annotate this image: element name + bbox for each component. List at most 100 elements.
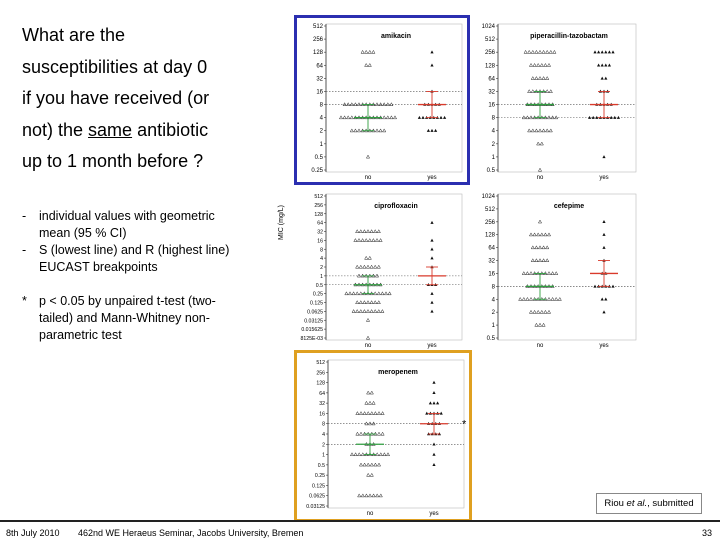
significance-marker: * bbox=[462, 419, 467, 431]
data-point-no bbox=[545, 245, 550, 250]
data-point-no bbox=[362, 264, 367, 269]
y-tick-label: 2 bbox=[322, 442, 325, 448]
data-point-no bbox=[358, 300, 363, 304]
meropenem-plot: 512 256 128 64 32 16 8 4 2 1 0.5 0.25 0.125 0.0625 0.0… bbox=[306, 359, 467, 517]
data-point-no bbox=[528, 296, 534, 301]
data-point-yes bbox=[430, 247, 434, 251]
data-point-yes bbox=[439, 411, 443, 415]
question-line-start: not) the bbox=[22, 119, 89, 140]
data-point-yes bbox=[602, 310, 606, 314]
data-point-no bbox=[355, 309, 360, 313]
y-tick-label: 32 bbox=[316, 76, 323, 82]
data-point-no bbox=[349, 452, 355, 457]
data-point-no bbox=[546, 296, 552, 301]
y-tick-label: 128 bbox=[316, 381, 325, 387]
data-point-no bbox=[366, 390, 371, 395]
data-point-no bbox=[356, 128, 362, 133]
data-point-no bbox=[528, 232, 534, 237]
data-point-no bbox=[365, 229, 371, 233]
data-point-no bbox=[346, 115, 351, 120]
data-point-no bbox=[530, 245, 535, 250]
data-point-no bbox=[371, 493, 376, 498]
y-tick-label: 32 bbox=[319, 401, 325, 407]
y-tick-label: 0.0625 bbox=[309, 494, 325, 500]
data-point-no bbox=[358, 291, 363, 296]
data-point-yes bbox=[432, 380, 436, 384]
data-point-no bbox=[380, 411, 385, 415]
data-point-yes bbox=[430, 63, 434, 67]
data-point-no bbox=[355, 264, 360, 269]
data-point-no bbox=[534, 322, 539, 327]
data-point-no bbox=[530, 76, 535, 80]
y-tick-label: 0.015625 bbox=[301, 327, 323, 333]
y-tick-label: 256 bbox=[314, 203, 323, 209]
data-point-yes bbox=[591, 115, 595, 119]
data-point-yes bbox=[602, 155, 606, 159]
data-point-no bbox=[365, 309, 371, 313]
data-point-yes bbox=[611, 284, 615, 288]
data-point-no bbox=[536, 141, 541, 146]
data-point-no bbox=[365, 300, 371, 304]
y-tick-label: 1 bbox=[320, 142, 324, 148]
data-point-yes bbox=[430, 220, 434, 224]
data-point-no bbox=[557, 296, 562, 301]
data-point-no bbox=[365, 264, 371, 269]
data-point-no bbox=[532, 62, 537, 67]
highlight-box-amikacin bbox=[294, 15, 470, 185]
data-point-no bbox=[521, 271, 526, 275]
data-point-no bbox=[355, 291, 360, 296]
data-point-no bbox=[546, 115, 552, 120]
data-point-no bbox=[536, 309, 541, 314]
data-point-no bbox=[362, 462, 367, 467]
data-point-no bbox=[537, 219, 543, 224]
data-point-no bbox=[366, 411, 371, 415]
y-tick-label: 64 bbox=[488, 76, 495, 82]
chart-title: cefepime bbox=[554, 203, 584, 210]
y-tick-label: 2 bbox=[320, 129, 324, 135]
y-tick-label: 1 bbox=[492, 155, 496, 161]
y-tick-label: 1024 bbox=[482, 194, 496, 200]
data-point-no bbox=[534, 76, 539, 80]
y-tick-label: 32 bbox=[488, 89, 495, 95]
data-point-no bbox=[382, 102, 387, 106]
data-point-no bbox=[353, 452, 358, 457]
y-tick-label: 4 bbox=[320, 256, 323, 262]
data-point-yes bbox=[417, 115, 421, 119]
data-point-no bbox=[376, 300, 381, 304]
data-point-no bbox=[545, 89, 550, 93]
legend-bullets: - individual values with geometric mean (… bbox=[22, 208, 247, 276]
data-point-yes bbox=[432, 401, 436, 405]
y-tick-label: 2 bbox=[492, 142, 496, 148]
data-point-no bbox=[380, 291, 385, 296]
data-point-no bbox=[539, 141, 544, 146]
data-point-yes bbox=[434, 128, 438, 132]
x-tick-label: yes bbox=[427, 175, 436, 181]
y-tick-label: 0.125 bbox=[312, 483, 325, 489]
piperacillin-tazobactam-plot: 1024 512 256 128 64 32 16 8 4 2 1 0.5 piperacillin-t… bbox=[482, 23, 637, 181]
data-point-yes bbox=[604, 50, 608, 54]
y-tick-label: 16 bbox=[316, 89, 323, 95]
citation-prefix: Riou bbox=[604, 498, 627, 509]
data-point-no bbox=[537, 322, 543, 327]
data-point-no bbox=[367, 421, 373, 426]
data-point-no bbox=[364, 493, 369, 498]
data-point-no bbox=[355, 300, 360, 304]
data-point-no bbox=[373, 309, 378, 313]
data-point-no bbox=[523, 49, 528, 54]
y-tick-label: 512 bbox=[485, 37, 496, 43]
note-text: p < 0.05 by unpaired t-test (two-tailed)… bbox=[39, 294, 216, 342]
data-point-no bbox=[545, 49, 550, 54]
y-tick-label: 4 bbox=[492, 129, 496, 135]
data-point-no bbox=[541, 322, 546, 327]
data-point-no bbox=[537, 245, 543, 250]
data-point-no bbox=[374, 273, 380, 278]
data-point-no bbox=[546, 62, 552, 67]
data-point-no bbox=[347, 291, 353, 296]
data-point-no bbox=[378, 102, 383, 106]
data-point-no bbox=[541, 49, 546, 54]
data-point-no bbox=[369, 472, 374, 477]
data-point-no bbox=[373, 411, 378, 415]
data-point-no bbox=[552, 49, 557, 54]
y-tick-label: 0.5 bbox=[316, 283, 323, 289]
data-point-no bbox=[392, 115, 398, 120]
